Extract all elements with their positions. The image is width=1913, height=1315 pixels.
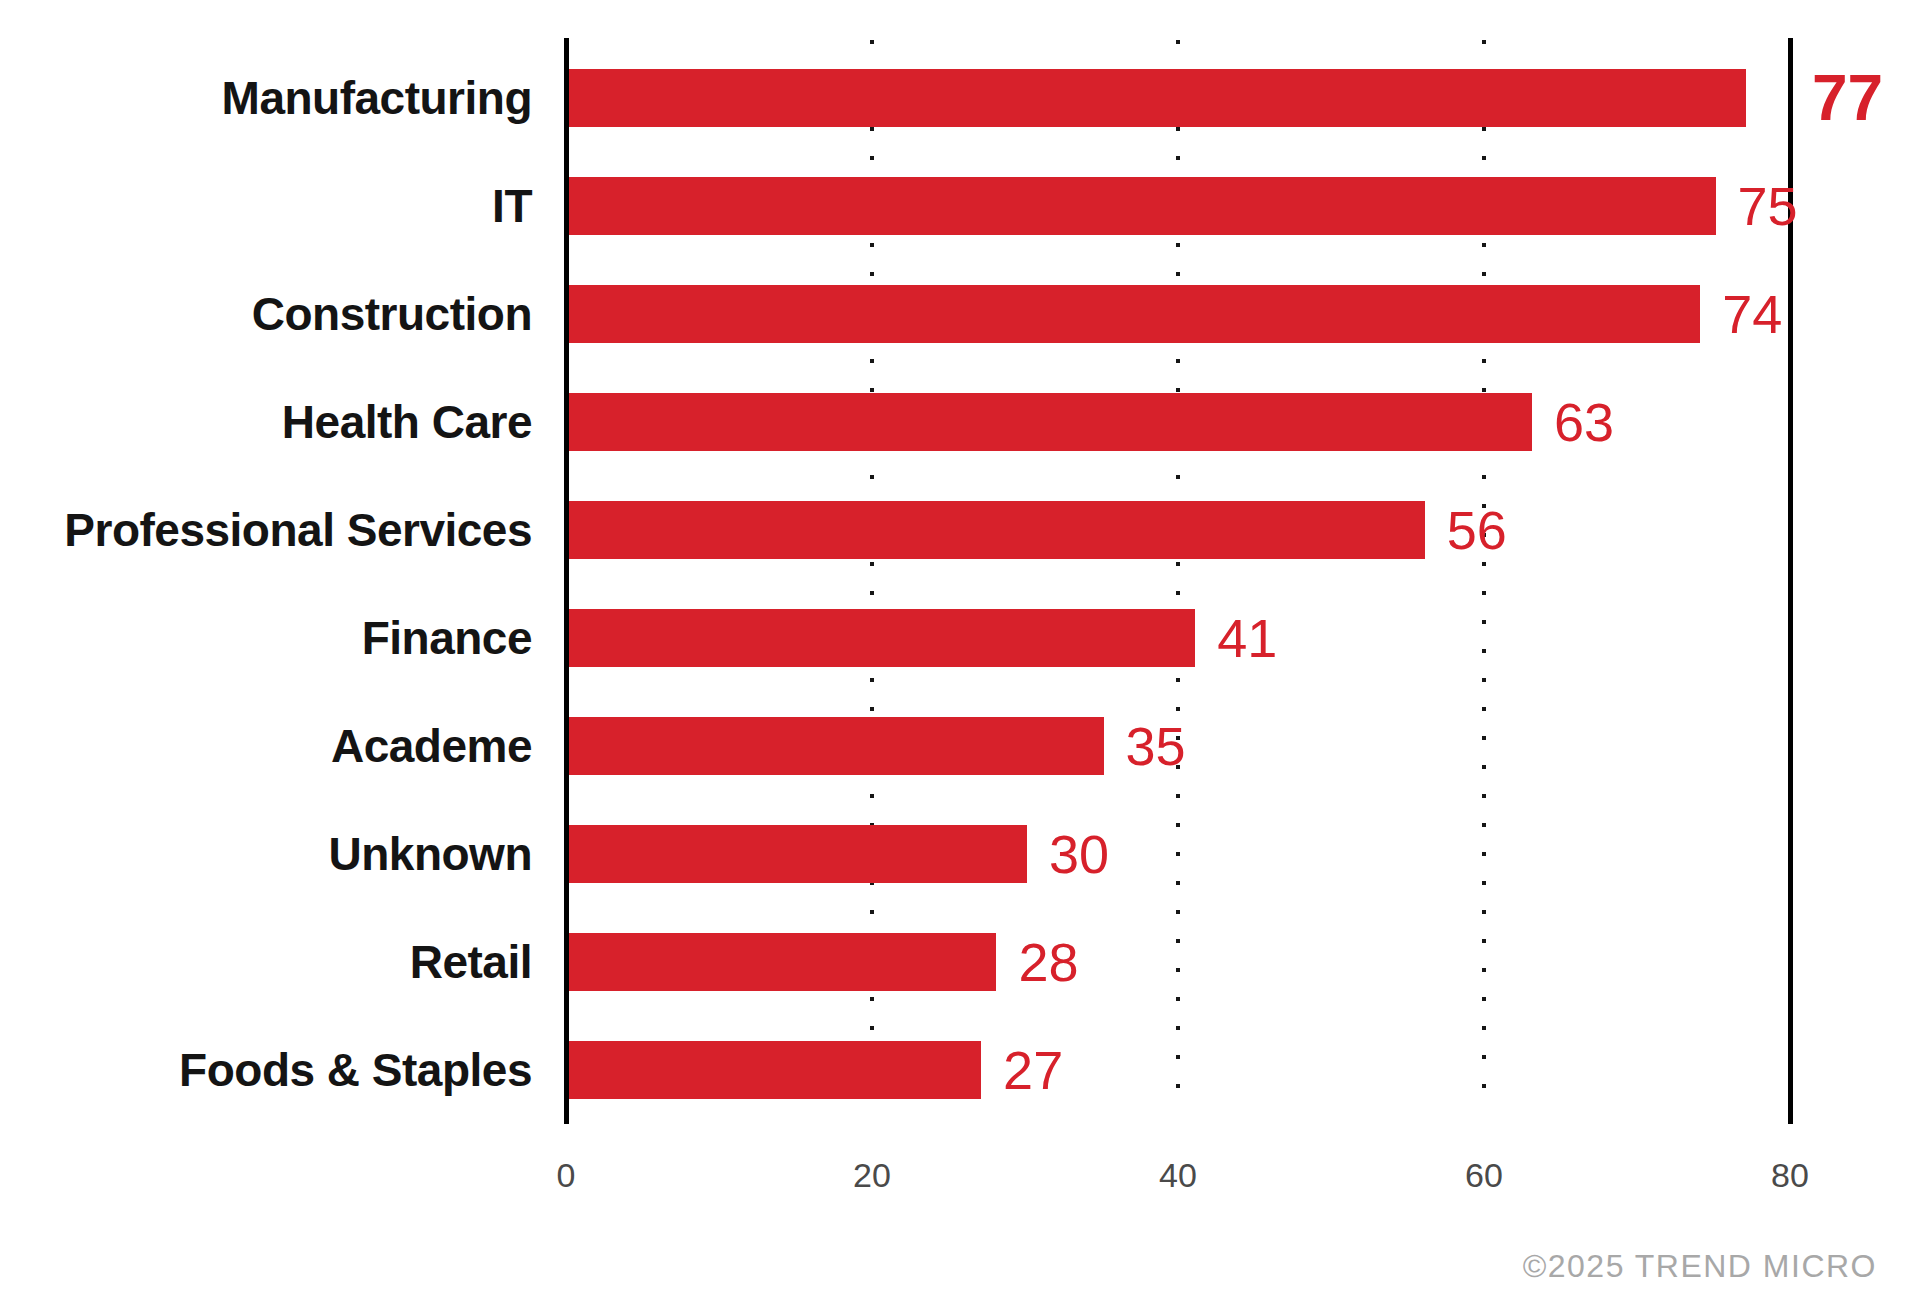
- value-label-it: 75: [1738, 177, 1798, 235]
- bar-health-care: [568, 393, 1532, 451]
- x-tick-label-20: 20: [853, 1156, 891, 1195]
- category-label-it: IT: [12, 177, 532, 235]
- category-label-professional-services: Professional Services: [12, 501, 532, 559]
- category-label-foods-staples: Foods & Staples: [12, 1041, 532, 1099]
- value-label-foods-staples: 27: [1003, 1041, 1063, 1099]
- value-label-finance: 41: [1217, 609, 1277, 667]
- bar-construction: [568, 285, 1700, 343]
- category-label-retail: Retail: [12, 933, 532, 991]
- bar-it: [568, 177, 1716, 235]
- value-label-professional-services: 56: [1447, 501, 1507, 559]
- category-label-construction: Construction: [12, 285, 532, 343]
- bar-finance: [568, 609, 1195, 667]
- bar-manufacturing: [568, 69, 1746, 127]
- value-label-manufacturing: 77: [1812, 69, 1883, 127]
- x-tick-label-60: 60: [1465, 1156, 1503, 1195]
- category-label-unknown: Unknown: [12, 825, 532, 883]
- x-tick-label-0: 0: [557, 1156, 576, 1195]
- value-label-construction: 74: [1722, 285, 1782, 343]
- category-label-health-care: Health Care: [12, 393, 532, 451]
- value-label-retail: 28: [1018, 933, 1078, 991]
- bar-foods-staples: [568, 1041, 981, 1099]
- x-tick-label-40: 40: [1159, 1156, 1197, 1195]
- copyright-text: ©2025 TREND MICRO: [1523, 1248, 1877, 1285]
- bar-chart: Manufacturing IT Construction Health Care Pr…: [0, 0, 1913, 1315]
- value-label-unknown: 30: [1049, 825, 1109, 883]
- category-label-finance: Finance: [12, 609, 532, 667]
- y-axis-line: [564, 38, 569, 1124]
- bar-unknown: [568, 825, 1027, 883]
- category-label-manufacturing: Manufacturing: [12, 69, 532, 127]
- value-label-academe: 35: [1126, 717, 1186, 775]
- bar-retail: [568, 933, 996, 991]
- x-tick-label-80: 80: [1771, 1156, 1809, 1195]
- value-label-health-care: 63: [1554, 393, 1614, 451]
- category-label-academe: Academe: [12, 717, 532, 775]
- bar-academe: [568, 717, 1104, 775]
- bar-professional-services: [568, 501, 1425, 559]
